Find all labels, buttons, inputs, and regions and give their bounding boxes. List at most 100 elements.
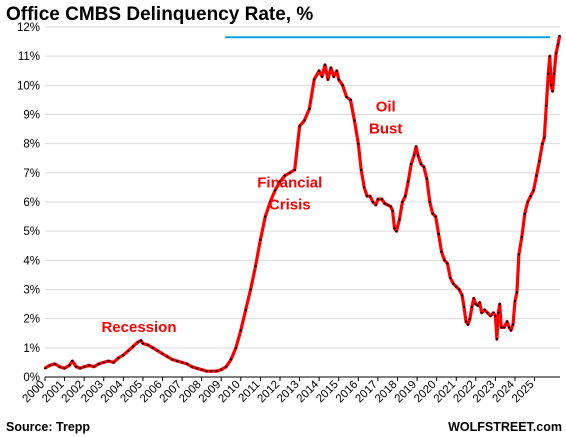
x-tick-label: 2005	[118, 379, 145, 406]
data-point	[517, 253, 521, 256]
annotation-label: Oil	[376, 99, 396, 116]
data-point	[337, 78, 340, 81]
data-point	[446, 262, 449, 265]
y-tick-label: 6%	[23, 197, 40, 209]
data-point	[264, 215, 267, 218]
data-point	[431, 212, 434, 215]
x-tick-label: 2025	[510, 379, 537, 406]
data-point	[132, 345, 135, 348]
annotation-label: Crisis	[269, 196, 311, 213]
x-tick-label: 2018	[373, 379, 400, 406]
data-point	[538, 160, 541, 163]
chart-title: Office CMBS Delinquency Rate, %	[6, 4, 313, 25]
x-tick-label: 2022	[451, 379, 478, 406]
data-point	[112, 361, 115, 364]
data-point	[171, 358, 174, 361]
y-tick-label: 7%	[23, 168, 40, 180]
data-point	[380, 198, 383, 201]
data-point	[68, 364, 71, 367]
data-point	[428, 200, 431, 204]
data-point	[535, 174, 538, 177]
data-point	[161, 352, 164, 355]
data-point	[470, 305, 473, 309]
data-point	[190, 365, 193, 368]
y-tick-label: 0%	[23, 372, 40, 384]
data-point	[127, 349, 130, 352]
y-tick-label: 11%	[18, 51, 40, 63]
data-point	[88, 364, 91, 367]
data-point	[53, 362, 56, 365]
y-tick-label: 12%	[17, 22, 40, 34]
data-point	[494, 314, 497, 317]
x-tick-label: 2012	[256, 379, 283, 406]
data-point	[146, 343, 149, 346]
data-point	[102, 361, 105, 364]
data-point	[422, 165, 425, 169]
data-point	[547, 72, 550, 75]
data-point	[371, 200, 375, 204]
data-point	[416, 154, 420, 157]
x-tick-label: 2023	[471, 379, 498, 406]
data-point	[553, 72, 556, 75]
data-point	[452, 282, 455, 285]
data-point	[341, 84, 344, 87]
source-note: Source: Trepp	[6, 420, 90, 434]
data-point	[278, 180, 282, 183]
data-point	[360, 168, 363, 171]
data-point	[75, 365, 78, 368]
data-point	[308, 107, 311, 110]
data-point	[293, 168, 296, 171]
data-point	[185, 362, 189, 365]
data-point	[63, 367, 66, 370]
data-point	[483, 308, 486, 311]
data-point	[437, 233, 440, 236]
data-point	[335, 69, 338, 72]
data-point	[383, 202, 386, 205]
data-point	[229, 358, 233, 361]
data-point	[303, 119, 306, 122]
y-tick-label: 1%	[23, 343, 40, 355]
data-point	[458, 288, 461, 291]
data-point	[541, 142, 544, 145]
data-point	[548, 55, 551, 58]
data-point	[498, 303, 501, 306]
data-point	[374, 203, 377, 206]
x-tick-label: 2002	[60, 379, 87, 406]
data-point	[474, 303, 477, 306]
annotation-label: Financial	[257, 174, 322, 191]
data-point	[558, 34, 561, 37]
data-point	[107, 359, 110, 363]
data-point	[410, 163, 413, 166]
y-tick-label: 2%	[23, 314, 40, 326]
data-point	[141, 342, 144, 345]
series-markers	[43, 34, 561, 373]
data-point	[321, 75, 324, 78]
data-point	[509, 329, 513, 332]
x-tick-label: 2021	[432, 379, 459, 406]
data-point	[395, 230, 398, 233]
data-point	[176, 359, 179, 363]
x-tick-label: 2008	[177, 379, 204, 406]
data-point	[83, 365, 86, 368]
data-point	[462, 305, 466, 309]
data-point	[419, 163, 423, 166]
x-tick-label: 2009	[197, 379, 224, 406]
data-point	[511, 323, 515, 326]
data-point	[440, 250, 443, 253]
data-point	[225, 365, 228, 368]
data-point	[543, 136, 546, 139]
data-point	[495, 338, 498, 341]
data-point	[345, 95, 348, 99]
data-point	[323, 63, 327, 66]
x-tick-label: 2019	[393, 379, 420, 406]
data-point	[195, 367, 198, 370]
data-point	[508, 326, 511, 329]
x-tick-label: 2001	[40, 379, 67, 406]
data-point	[329, 66, 332, 69]
data-point	[545, 104, 548, 107]
data-point	[468, 317, 471, 320]
data-point	[122, 354, 125, 357]
data-point	[466, 323, 470, 326]
x-tick-label: 2015	[314, 379, 341, 406]
data-point	[513, 300, 517, 303]
